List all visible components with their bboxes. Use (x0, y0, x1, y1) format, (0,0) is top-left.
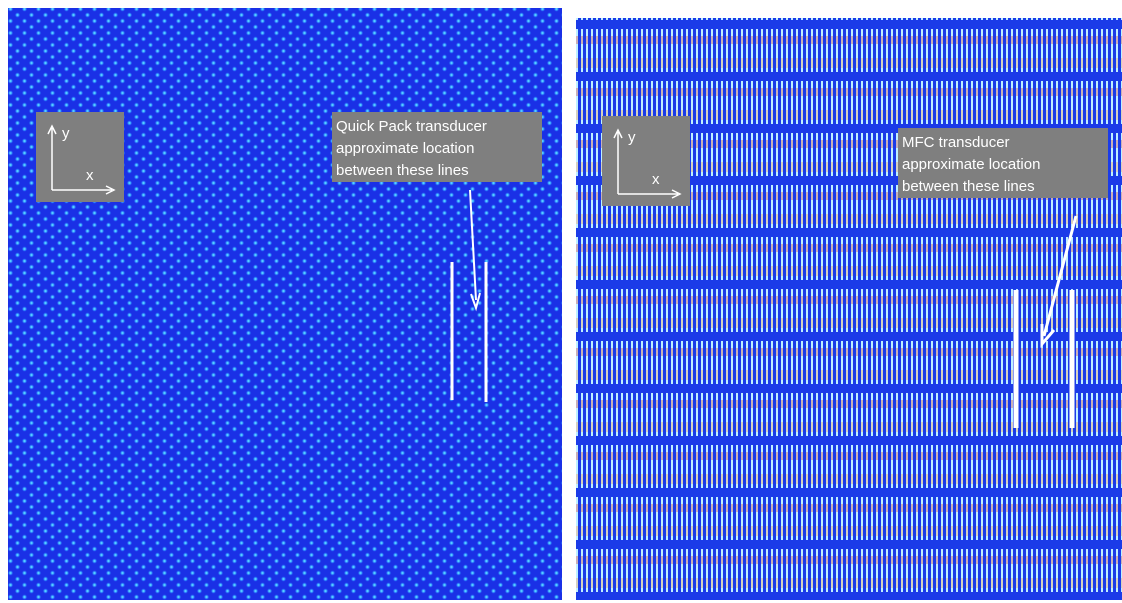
label-line: Quick Pack transducer (336, 118, 487, 135)
label-line: approximate location (902, 156, 1040, 173)
label-line: MFC transducer (902, 134, 1010, 151)
y-label: y (62, 125, 70, 142)
vibration-map (576, 18, 1122, 600)
label-line: between these lines (902, 178, 1035, 195)
right-panel: y x MFC transducer approximate location … (576, 18, 1122, 600)
left-panel: y x Quick Pack transducer approximate lo… (8, 8, 562, 600)
y-label: y (628, 129, 636, 146)
x-label: x (652, 171, 660, 188)
figure: y x Quick Pack transducer approximate lo… (0, 0, 1122, 603)
label-line: between these lines (336, 162, 469, 179)
vibration-map (8, 8, 562, 600)
x-label: x (86, 167, 94, 184)
label-line: approximate location (336, 140, 474, 157)
